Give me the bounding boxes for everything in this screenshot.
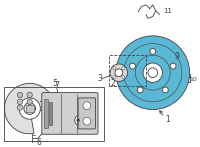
Wedge shape xyxy=(4,83,55,134)
Circle shape xyxy=(17,99,23,105)
Circle shape xyxy=(113,67,116,70)
Circle shape xyxy=(148,68,158,78)
Ellipse shape xyxy=(71,111,85,129)
Text: 4: 4 xyxy=(92,108,97,117)
Text: 8: 8 xyxy=(47,93,51,102)
Circle shape xyxy=(27,92,32,98)
Circle shape xyxy=(150,49,156,54)
Circle shape xyxy=(110,64,128,81)
Circle shape xyxy=(83,117,91,125)
Text: 7: 7 xyxy=(54,81,59,90)
Circle shape xyxy=(77,119,80,122)
Text: 11: 11 xyxy=(163,8,172,14)
Text: 2: 2 xyxy=(111,79,115,88)
Circle shape xyxy=(115,69,123,77)
Bar xyxy=(44,99,48,128)
Circle shape xyxy=(122,67,125,70)
FancyBboxPatch shape xyxy=(42,93,98,134)
Circle shape xyxy=(162,87,168,93)
Bar xyxy=(4,87,104,141)
Circle shape xyxy=(130,63,135,69)
Circle shape xyxy=(19,98,40,119)
Text: 1: 1 xyxy=(165,115,170,124)
Circle shape xyxy=(83,102,91,110)
Text: 3: 3 xyxy=(97,74,102,83)
Bar xyxy=(26,105,34,112)
Bar xyxy=(109,55,146,86)
Text: 5: 5 xyxy=(52,79,57,88)
Text: 9: 9 xyxy=(175,52,179,61)
Text: 10: 10 xyxy=(190,77,197,82)
Circle shape xyxy=(116,36,190,110)
Circle shape xyxy=(122,76,125,79)
Circle shape xyxy=(24,103,35,114)
Circle shape xyxy=(17,105,23,110)
Ellipse shape xyxy=(75,116,82,125)
Bar xyxy=(49,102,52,125)
Circle shape xyxy=(143,63,162,82)
Text: 6: 6 xyxy=(37,138,42,147)
Circle shape xyxy=(27,105,32,110)
Circle shape xyxy=(137,87,143,93)
Circle shape xyxy=(27,99,32,105)
FancyBboxPatch shape xyxy=(78,98,96,129)
Circle shape xyxy=(113,76,116,79)
Circle shape xyxy=(170,63,176,69)
Circle shape xyxy=(17,92,23,98)
